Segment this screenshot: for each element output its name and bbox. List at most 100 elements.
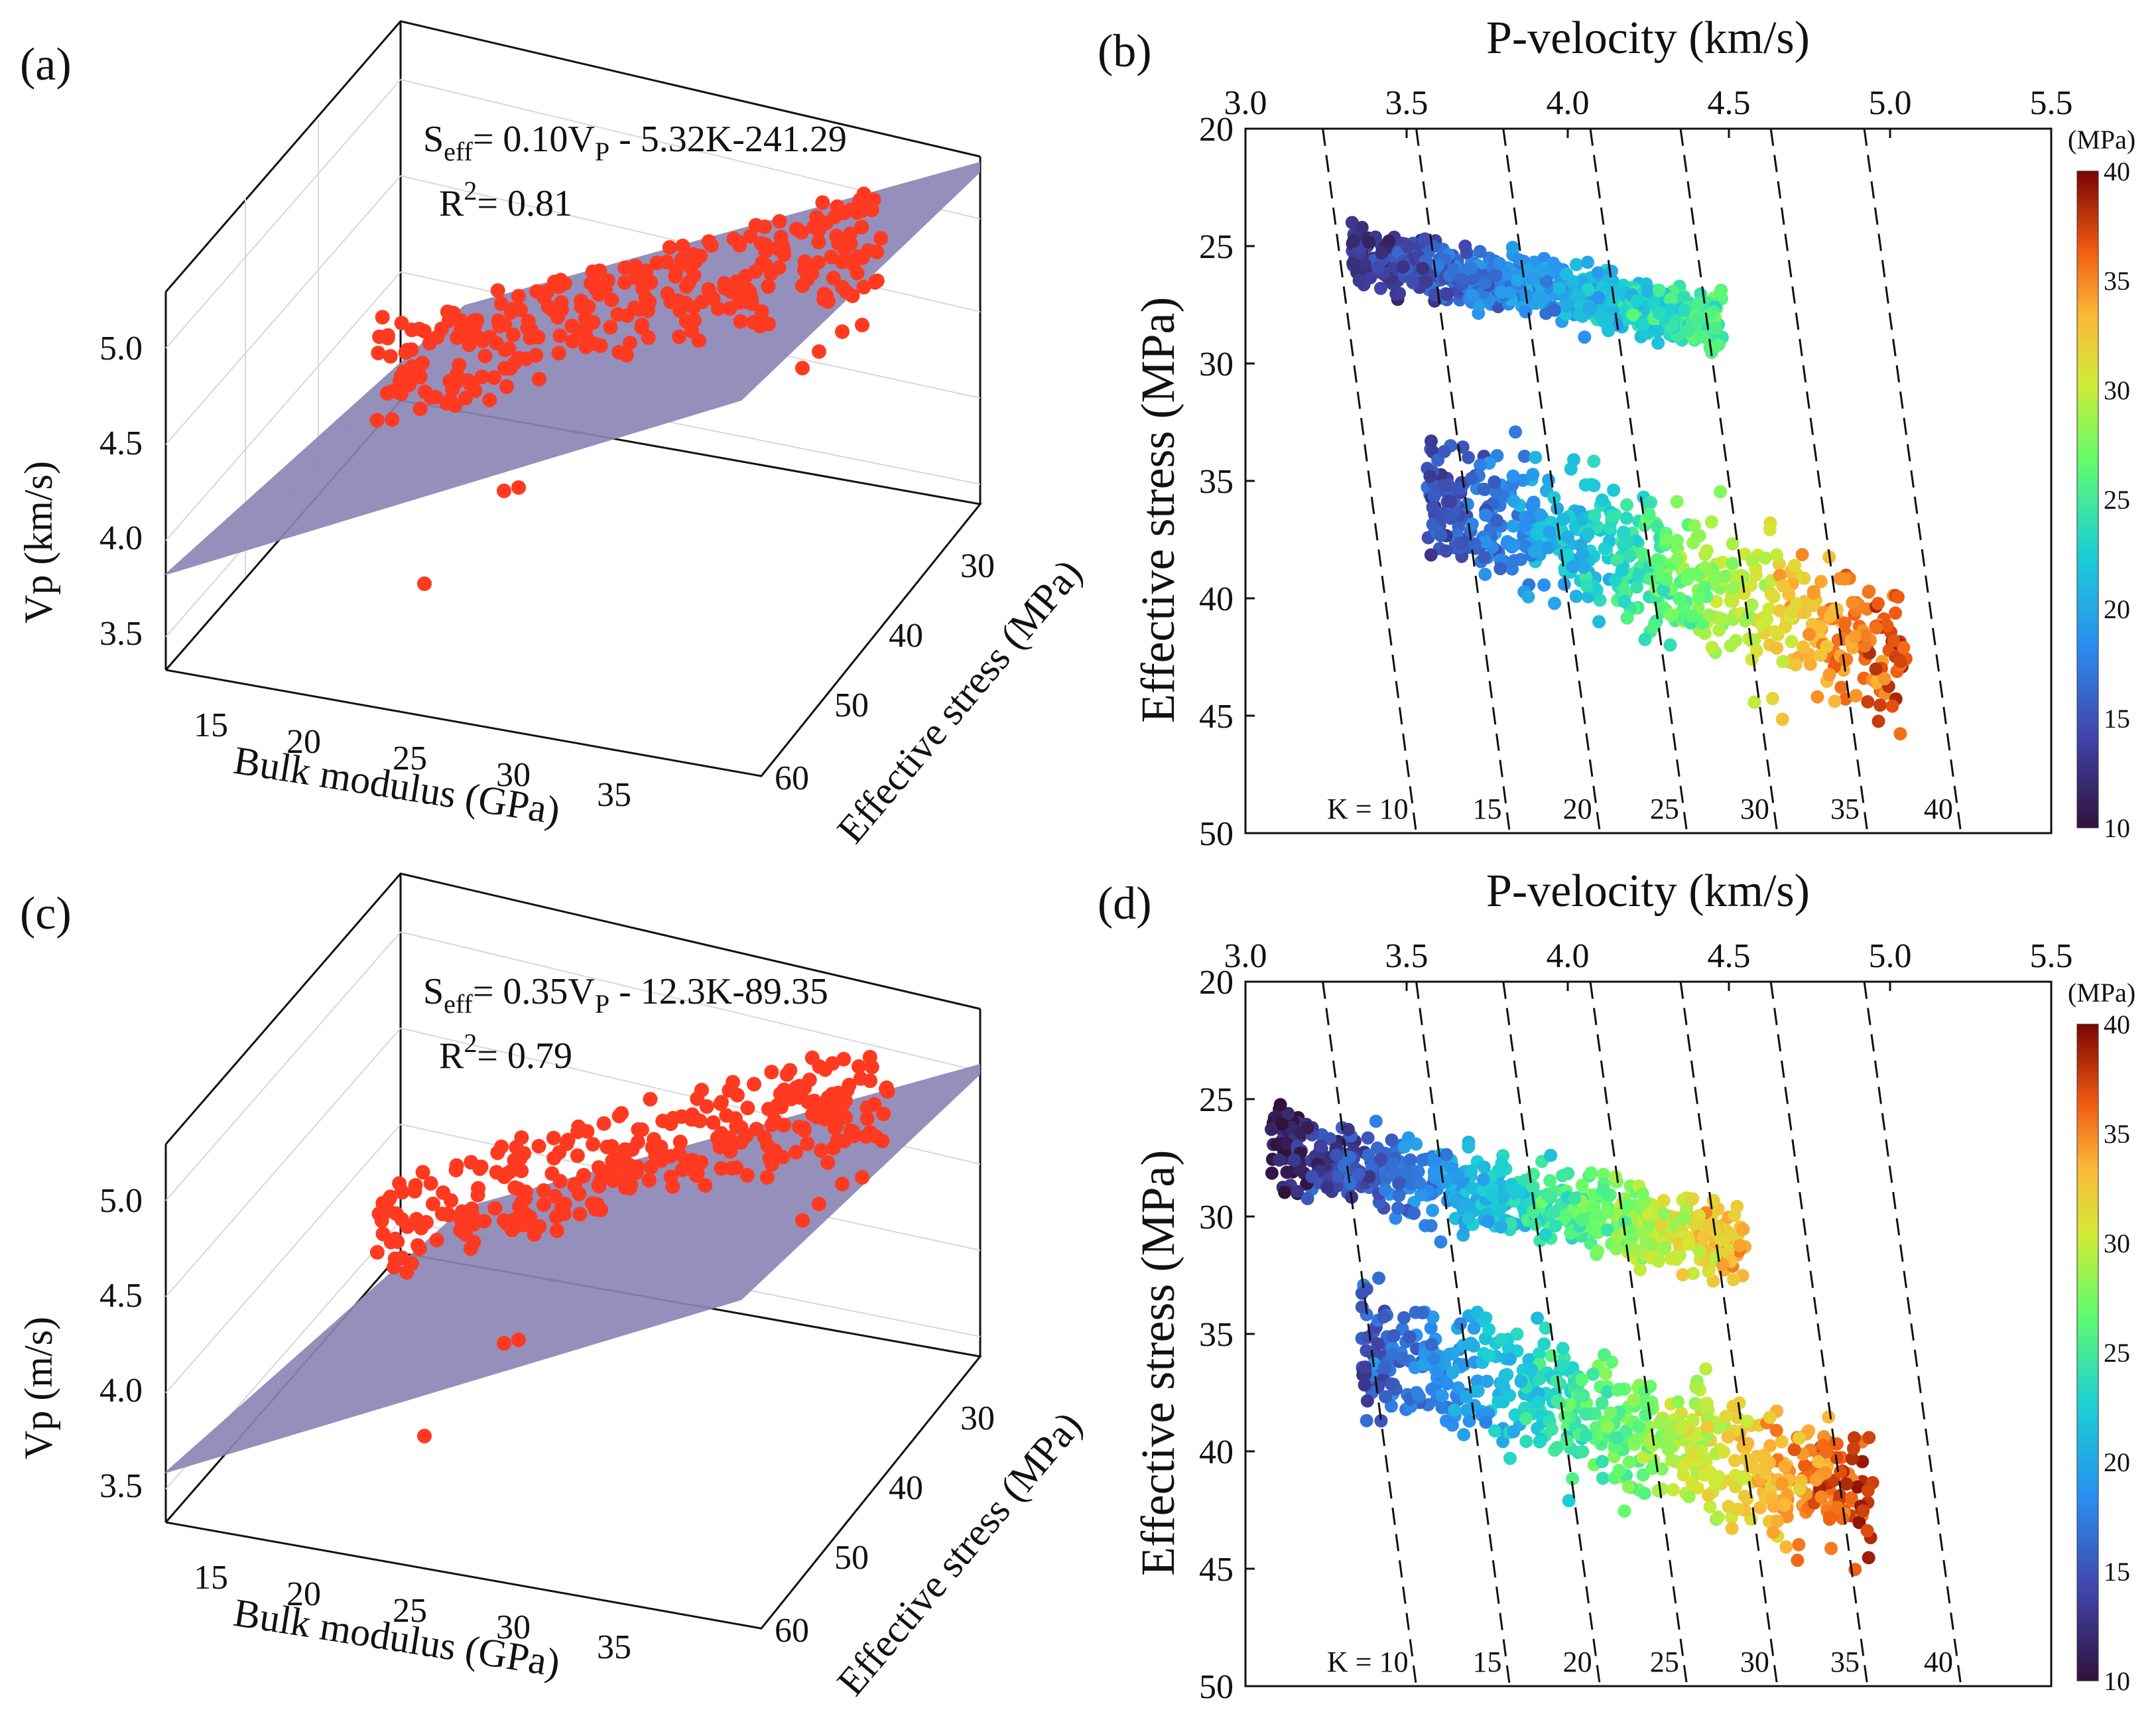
data-point	[450, 330, 465, 345]
data-point	[1392, 1189, 1406, 1203]
data-point	[614, 1154, 629, 1169]
data-point	[1560, 267, 1574, 281]
data-point	[1305, 1169, 1319, 1183]
data-point	[1482, 1323, 1496, 1337]
data-point	[800, 1136, 815, 1152]
data-point	[843, 226, 857, 241]
data-point	[1758, 551, 1772, 565]
data-point	[1415, 1153, 1429, 1167]
data-point	[1457, 1427, 1471, 1441]
data-point	[593, 338, 608, 354]
data-point	[1569, 257, 1583, 271]
data-point	[1803, 657, 1817, 671]
data-point	[1612, 1463, 1626, 1477]
data-point	[774, 1099, 789, 1114]
data-point	[1692, 1209, 1706, 1222]
data-point	[429, 1232, 444, 1248]
data-point	[1495, 1157, 1509, 1171]
data-point	[1507, 554, 1521, 568]
data-point	[1537, 578, 1551, 592]
data-point	[1347, 234, 1360, 248]
data-point	[618, 1180, 633, 1195]
k-contour-label: 30	[1740, 1646, 1769, 1678]
data-point	[591, 287, 606, 302]
data-point	[1576, 1213, 1589, 1227]
data-point	[493, 296, 509, 311]
data-point	[1591, 266, 1605, 280]
data-point	[843, 1123, 858, 1138]
data-point	[1479, 1311, 1493, 1325]
data-point	[1427, 1352, 1441, 1366]
data-point	[1518, 1401, 1532, 1415]
data-point	[1352, 1167, 1365, 1181]
data-point	[371, 346, 386, 361]
data-point	[1514, 1374, 1528, 1388]
panel-b-k-contours	[1322, 129, 1962, 833]
data-point	[1543, 525, 1556, 539]
data-point	[1792, 1538, 1806, 1551]
data-point	[1636, 547, 1649, 561]
data-point	[511, 480, 526, 495]
panel-c-ytick: 30	[960, 1400, 995, 1437]
data-point	[416, 324, 432, 339]
data-point	[551, 346, 566, 361]
data-point	[1611, 1230, 1624, 1244]
data-point	[1476, 1173, 1490, 1187]
data-point	[733, 314, 748, 329]
data-point	[587, 275, 602, 291]
k-contour-label: 20	[1563, 1646, 1592, 1678]
data-point	[1775, 1435, 1789, 1449]
data-point	[689, 1168, 704, 1183]
panel-c-r2: R2= 0.79	[439, 1028, 572, 1077]
panel-d-title: P-velocity (km/s)	[1486, 866, 1810, 917]
panel-c-ytick: 60	[775, 1612, 809, 1650]
data-point	[1677, 303, 1691, 317]
data-point	[1551, 1441, 1564, 1455]
panel-b-colorbar-unit: (MPa)	[2068, 125, 2135, 155]
data-point	[1680, 572, 1694, 586]
data-point	[1369, 1114, 1383, 1128]
data-point	[415, 1165, 430, 1180]
data-point	[1503, 1352, 1517, 1366]
data-point	[1822, 1512, 1836, 1526]
data-point	[1444, 495, 1458, 509]
data-point	[1893, 655, 1907, 669]
data-point	[867, 275, 883, 290]
data-point	[1458, 239, 1472, 253]
data-point	[755, 255, 770, 271]
k-contour-label: 30	[1740, 793, 1769, 825]
panel-b-title: P-velocity (km/s)	[1486, 13, 1810, 64]
data-point	[1620, 498, 1634, 512]
data-point	[417, 1429, 432, 1443]
data-point	[1435, 1401, 1449, 1415]
data-point	[853, 1071, 868, 1086]
data-point	[1545, 1422, 1558, 1436]
data-point	[1481, 1215, 1495, 1228]
data-point	[1718, 569, 1732, 583]
data-point	[641, 1173, 657, 1188]
data-point	[1533, 508, 1547, 522]
data-point	[802, 1073, 817, 1087]
data-point	[1814, 1490, 1828, 1504]
data-point	[1581, 255, 1594, 269]
data-point	[1828, 694, 1842, 708]
data-point	[1358, 257, 1371, 271]
data-point	[1539, 274, 1553, 288]
data-point	[572, 1207, 588, 1222]
x-tick-label: 5.0	[1869, 937, 1912, 975]
data-point	[1595, 1396, 1609, 1410]
data-point	[733, 1120, 749, 1135]
data-point	[1605, 264, 1618, 278]
data-point	[1738, 1489, 1751, 1503]
data-point	[1550, 1374, 1564, 1388]
data-point	[544, 1166, 560, 1181]
data-point	[1507, 1186, 1521, 1200]
data-point	[815, 195, 830, 210]
data-point	[1810, 690, 1824, 704]
data-point	[1507, 494, 1521, 508]
data-point	[1378, 1183, 1392, 1197]
data-point	[386, 1260, 401, 1275]
data-point	[1659, 1437, 1673, 1451]
data-point	[789, 1145, 804, 1159]
data-point	[1657, 1194, 1671, 1207]
